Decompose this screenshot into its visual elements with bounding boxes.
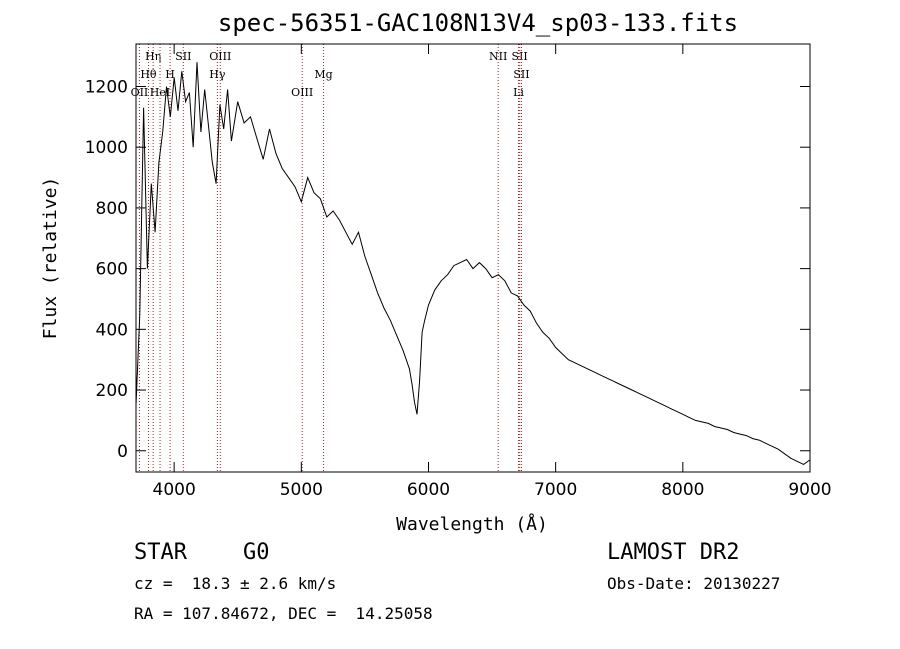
marker-label-8: Mg: [314, 68, 332, 81]
marker-label-9: OIII: [291, 86, 313, 99]
marker-label-13: Li: [513, 86, 524, 99]
chart-title: spec-56351-GAC108N13V4_sp03-133.fits: [218, 9, 738, 37]
marker-label-11: SII: [512, 50, 528, 63]
marker-label-0: Hη: [145, 50, 161, 63]
marker-label-1: Hθ: [140, 68, 157, 81]
marker-label-7: Hγ: [209, 68, 226, 81]
coordinates-text: RA = 107.84672, DEC = 14.25058: [134, 604, 433, 623]
y-tick-label-5: 1000: [85, 138, 128, 158]
x-tick-label-0: 4000: [153, 480, 196, 500]
y-tick-label-6: 1200: [85, 77, 128, 97]
redshift-text: cz = 18.3 ± 2.6 km/s: [134, 574, 337, 593]
object-subclass: G0: [243, 540, 270, 565]
marker-label-3: HeI: [150, 86, 170, 99]
y-axis: 0 200 400 600 800 1000 1200: [85, 77, 810, 462]
marker-label-6: OIII: [209, 50, 231, 63]
marker-label-12: SII: [513, 68, 529, 81]
y-tick-label-0: 0: [117, 442, 128, 462]
spectrum-series: [135, 62, 811, 465]
x-axis-label: Wavelength (Å): [396, 513, 548, 535]
marker-label-5: H: [165, 68, 175, 81]
obs-date-text: Obs-Date: 20130227: [607, 574, 781, 593]
x-tick-label-1: 5000: [280, 480, 323, 500]
marker-label-10: NII: [489, 50, 507, 63]
marker-label-4: SII: [175, 50, 191, 63]
x-tick-label-5: 9000: [788, 480, 831, 500]
spectrum-line-0: [135, 62, 811, 465]
y-tick-label-1: 200: [96, 381, 128, 401]
x-tick-label-2: 6000: [407, 480, 450, 500]
plot-frame: [135, 43, 811, 473]
marker-label-2: OII: [131, 86, 149, 99]
x-tick-label-3: 7000: [534, 480, 577, 500]
y-axis-label: Flux (relative): [40, 177, 61, 340]
y-tick-label-3: 600: [96, 260, 128, 280]
survey-name: LAMOST DR2: [607, 540, 740, 565]
x-tick-label-4: 8000: [661, 480, 704, 500]
object-class: STAR: [134, 540, 187, 565]
y-tick-label-4: 800: [96, 199, 128, 219]
y-tick-label-2: 400: [96, 320, 128, 340]
x-axis: 4000 5000 6000 7000 8000 9000: [153, 44, 832, 500]
